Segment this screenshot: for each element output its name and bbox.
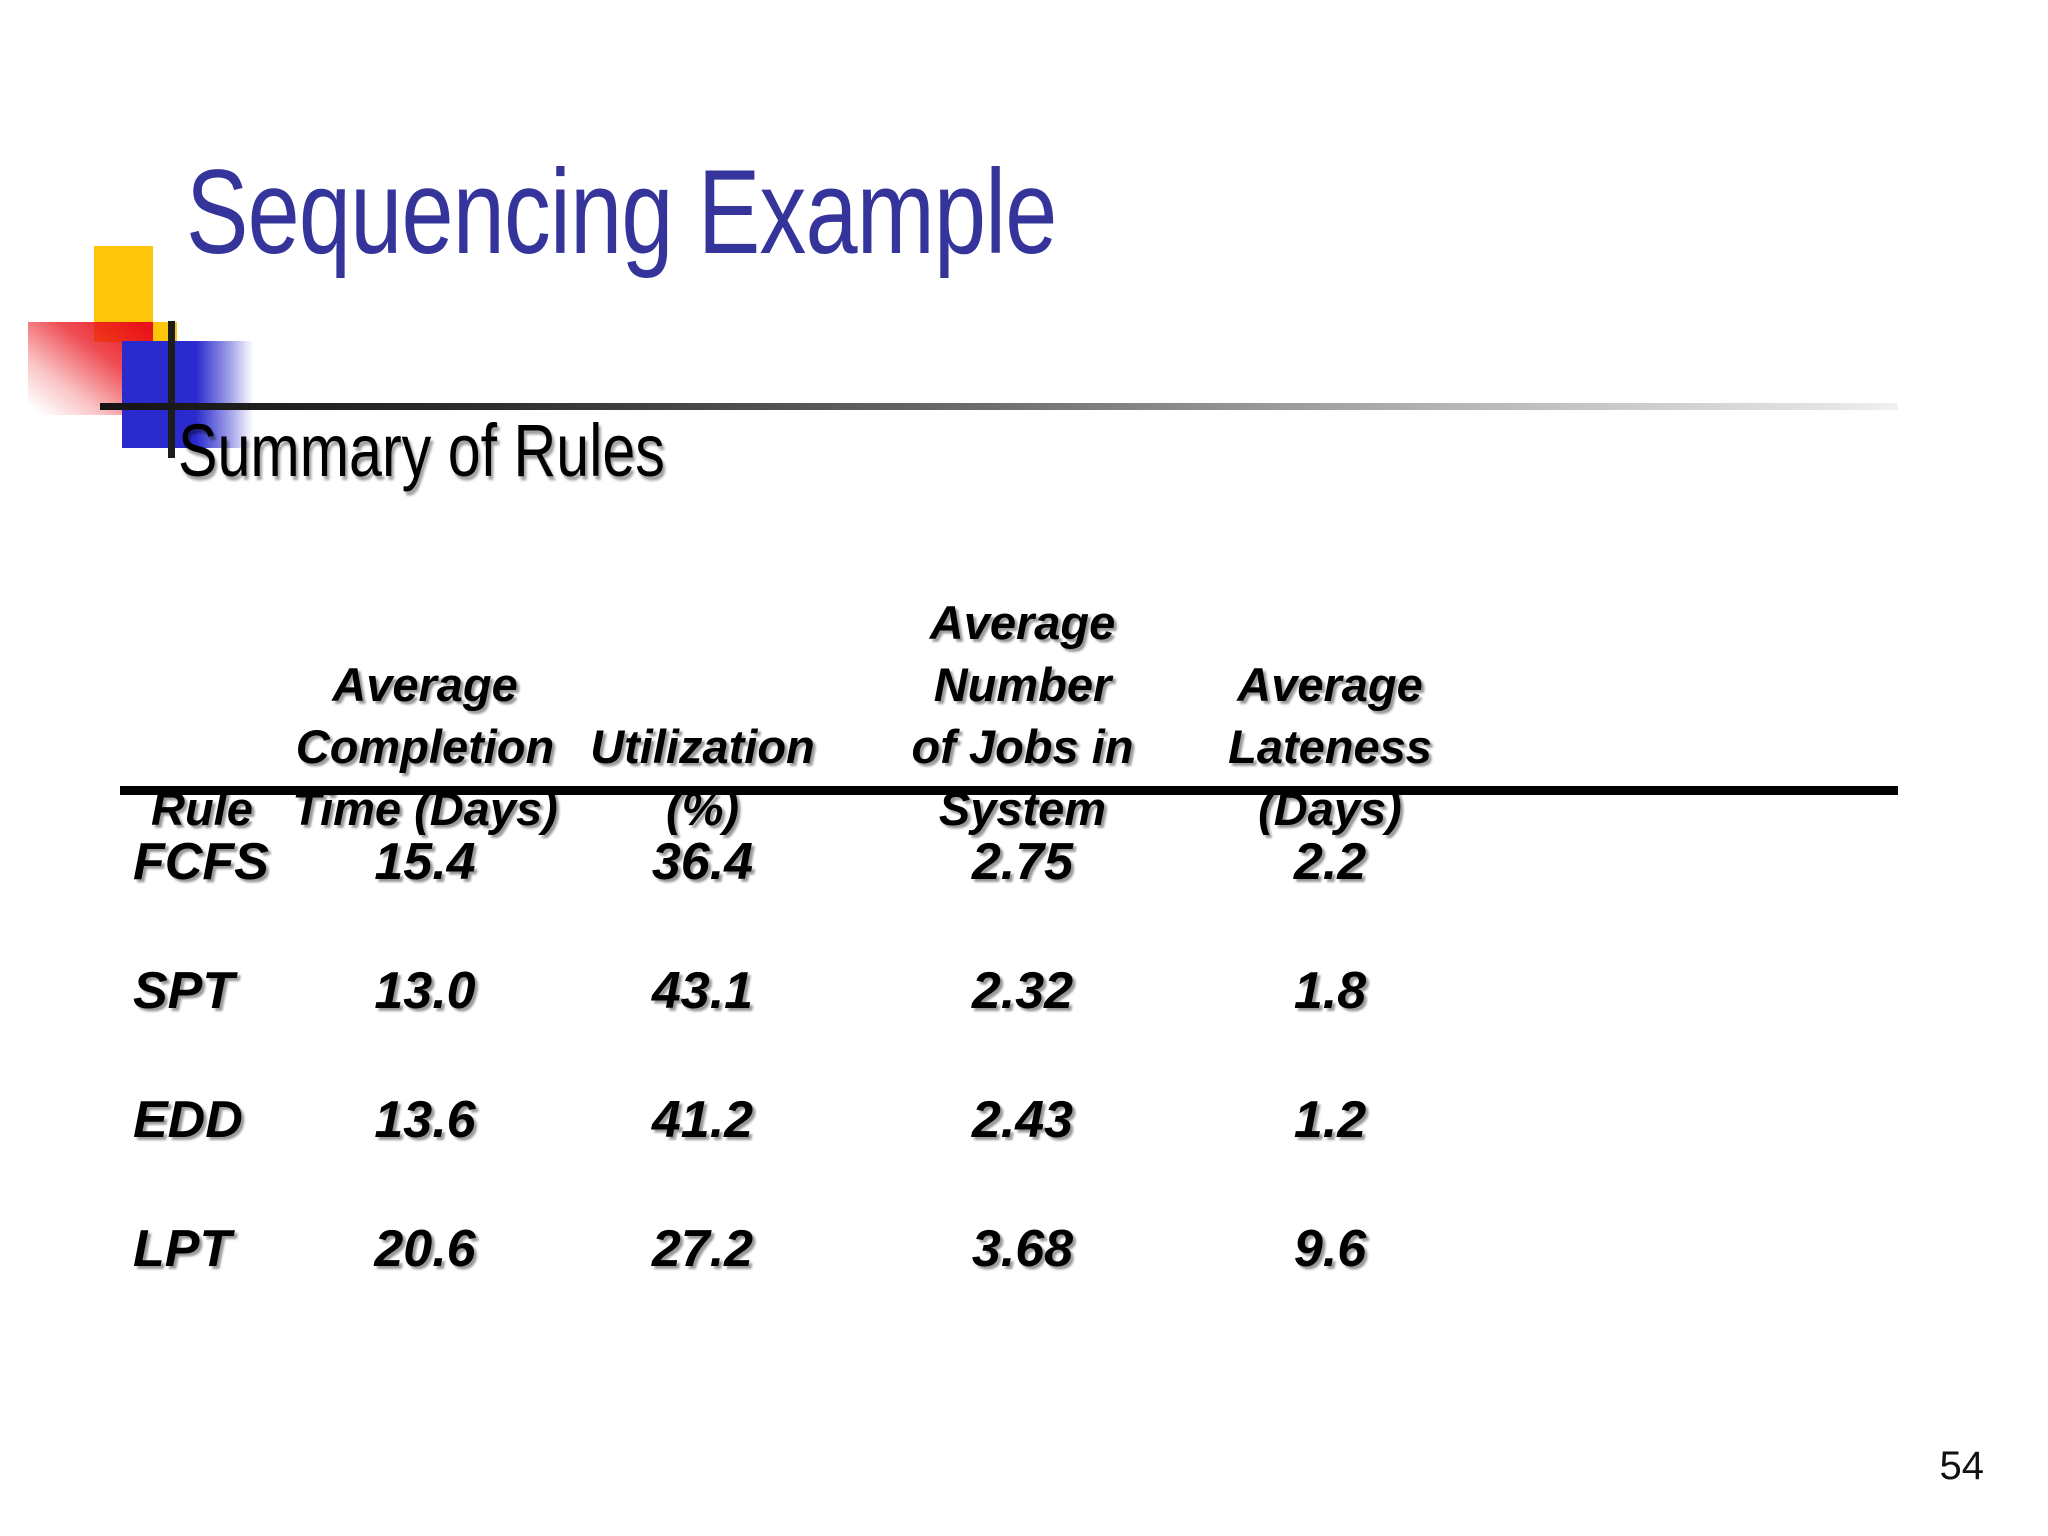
slide-title: Sequencing Example <box>186 145 1057 279</box>
cell-avg-jobs-in-system: 3.68 <box>971 1219 1074 1278</box>
header-line: Lateness <box>1228 720 1432 773</box>
table-row: LPT 20.6 27.2 3.68 9.6 <box>120 1184 1460 1313</box>
cell-utilization: 41.2 <box>651 1090 754 1149</box>
cell-avg-lateness: 1.8 <box>1293 961 1367 1020</box>
cell-rule: EDD <box>133 1090 243 1149</box>
page-number: 54 <box>1939 1444 1985 1488</box>
cell-utilization: 43.1 <box>651 961 754 1020</box>
header-line: Utilization <box>590 720 815 773</box>
header-line: Completion <box>295 720 555 773</box>
header-line: Average Number <box>929 596 1116 711</box>
table-row: FCFS 15.4 36.4 2.75 2.2 <box>120 797 1460 926</box>
cell-avg-completion-time: 15.4 <box>374 832 476 891</box>
summary-table: Rule Average Completion Time (Days) Util… <box>120 0 1898 1536</box>
cell-rule: SPT <box>133 961 235 1020</box>
cell-avg-completion-time: 13.6 <box>374 1090 476 1149</box>
decoration-horizontal-rule <box>100 403 1898 410</box>
table-header-underline <box>120 786 1898 795</box>
cell-avg-lateness: 1.2 <box>1293 1090 1367 1149</box>
cell-avg-completion-time: 20.6 <box>374 1219 476 1278</box>
header-line: of Jobs in <box>911 720 1134 773</box>
cell-utilization: 27.2 <box>651 1219 754 1278</box>
cell-rule: FCFS <box>133 832 269 891</box>
cell-avg-jobs-in-system: 2.43 <box>971 1090 1074 1149</box>
table-header-row: Rule Average Completion Time (Days) Util… <box>120 592 1460 840</box>
cell-avg-jobs-in-system: 2.32 <box>971 961 1074 1020</box>
cell-avg-lateness: 9.6 <box>1293 1219 1367 1278</box>
cell-utilization: 36.4 <box>651 832 754 891</box>
header-line: Average <box>332 658 518 711</box>
header-line: Average <box>1237 658 1423 711</box>
table-body: FCFS 15.4 36.4 2.75 2.2 SPT 13.0 43.1 2.… <box>120 797 1460 1313</box>
cell-avg-completion-time: 13.0 <box>374 961 476 1020</box>
decoration-blue-gradient-rect <box>122 341 256 448</box>
cell-rule: LPT <box>133 1219 232 1278</box>
column-header-avg-jobs-in-system: Average Number of Jobs in System <box>845 592 1200 840</box>
table-row: SPT 13.0 43.1 2.32 1.8 <box>120 926 1460 1055</box>
slide-subtitle: Summary of Rules <box>178 409 665 492</box>
cell-avg-jobs-in-system: 2.75 <box>971 832 1074 891</box>
table-row: EDD 13.6 41.2 2.43 1.2 <box>120 1055 1460 1184</box>
decoration-vertical-line <box>168 321 175 458</box>
cell-avg-lateness: 2.2 <box>1293 832 1367 891</box>
